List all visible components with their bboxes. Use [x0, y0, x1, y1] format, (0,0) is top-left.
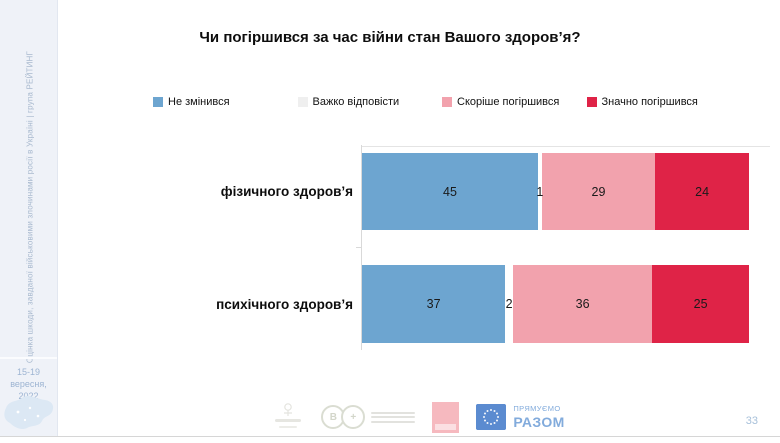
bar-segment: 37 — [362, 265, 506, 343]
legend-label: Скоріше погіршився — [457, 96, 560, 108]
bar-value-label: 36 — [575, 297, 590, 311]
eu-logo-line1: ПРЯМУЄМО — [513, 404, 561, 414]
footer-divider — [0, 436, 780, 437]
page-number: 33 — [745, 415, 758, 427]
legend-item: Не змінився — [145, 96, 290, 108]
bar-value-label: 37 — [426, 297, 441, 311]
ukraine-map-icon — [4, 396, 54, 430]
bar-segment: 36 — [512, 265, 653, 343]
bar-track: 45 1 29 24 — [362, 153, 749, 230]
category-label: психічного здоров’я — [216, 296, 353, 312]
bar-segment: 29 — [541, 153, 656, 230]
bar-segment: 24 — [655, 153, 749, 230]
bar-segment: 1 — [536, 153, 544, 230]
y-axis-tick — [356, 247, 361, 248]
legend-swatch-icon — [297, 97, 308, 107]
bar-segment: 25 — [652, 265, 749, 343]
bar-track: 37 2 36 25 — [362, 265, 749, 343]
legend-swatch-icon — [442, 97, 452, 107]
survey-date-line1: 15-19 вересня, — [10, 367, 47, 390]
legend-label: Значно погіршився — [601, 96, 698, 108]
legend-item: Значно погіршився — [579, 96, 724, 108]
eu-logo-line2: РАЗОМ — [513, 413, 565, 430]
chart-row: фізичного здоров’я 45 1 29 24 — [57, 153, 749, 230]
plot-top-border — [362, 146, 770, 147]
legend-item: Скоріше погіршився — [434, 96, 579, 108]
legend-swatch-icon — [586, 97, 597, 107]
pink-logo-band — [435, 423, 457, 430]
b-plus-logo: B + — [321, 405, 416, 429]
bar-value-label: 25 — [693, 297, 708, 311]
chart-title: Чи погіршився за час війни стан Вашого з… — [199, 29, 581, 46]
b-plus-caption-lines — [371, 409, 416, 425]
sidebar: Оцінка шкоди, завданої військовими злочи… — [0, 0, 58, 436]
pink-square-logo — [432, 401, 460, 433]
eu-flag-logo: ПРЯМУЄМО РАЗОМ — [476, 404, 564, 430]
bar-value-label: 1 — [536, 184, 544, 199]
stacked-bar-chart: фізичного здоров’я 45 1 29 24 психічного здор… — [57, 145, 780, 350]
eu-stars-icon — [476, 404, 507, 430]
bar-segment: 45 — [362, 153, 538, 230]
chart-legend: Не змінився Важко відповісти Скоріше погір… — [145, 96, 723, 108]
legend-item: Важко відповісти — [290, 96, 435, 108]
bar-value-label: 45 — [443, 184, 457, 199]
emblem-logo — [275, 403, 302, 428]
legend-label: Не змінився — [168, 96, 230, 108]
footer-logos: B + ПРЯМУЄМО РАЗОМ — [57, 399, 780, 435]
legend-swatch-icon — [153, 97, 163, 107]
plus-circle: + — [341, 405, 366, 429]
legend-label: Важко відповісти — [312, 96, 400, 108]
b-plus-circles: B + — [321, 405, 366, 429]
eu-logo-text: ПРЯМУЄМО РАЗОМ — [513, 405, 564, 429]
chart-row: психічного здоров’я 37 2 36 25 — [57, 265, 749, 343]
bar-value-label: 29 — [591, 184, 606, 199]
bar-segment: 2 — [505, 265, 513, 343]
sidebar-vertical-title: Оцінка шкоди, завданої військовими злочи… — [25, 50, 35, 364]
y-axis-line — [361, 145, 362, 350]
category-label: фізичного здоров’я — [220, 184, 353, 199]
bar-value-label: 2 — [505, 297, 513, 311]
bar-value-label: 24 — [695, 184, 710, 199]
